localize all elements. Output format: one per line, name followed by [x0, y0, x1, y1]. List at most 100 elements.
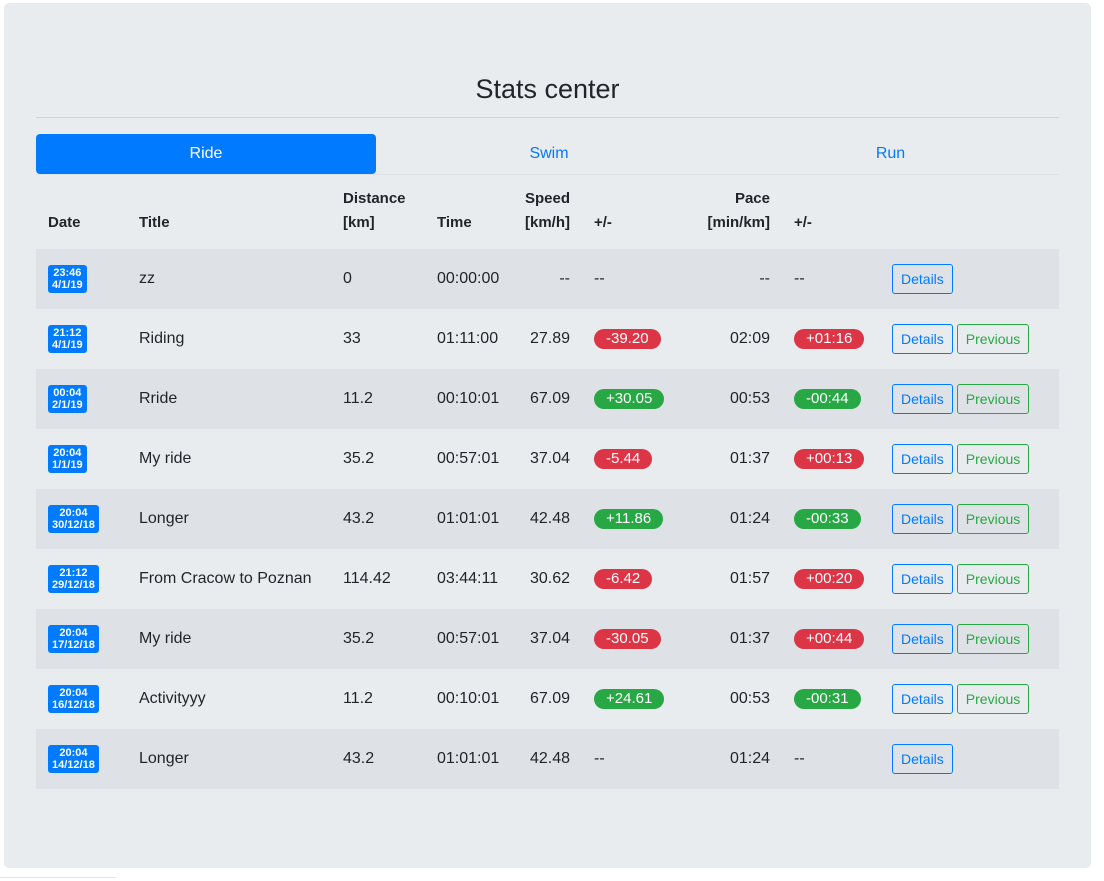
distance-cell: 0 — [343, 270, 352, 287]
tab-run[interactable]: Run — [875, 145, 906, 162]
speed-diff-cell: -39.20 — [582, 309, 687, 369]
table-row: 20:04 16/12/18 Activityyy 11.2 00:10:01 … — [36, 669, 1059, 729]
details-button[interactable]: Details — [892, 504, 953, 534]
time-cell: 03:44:11 — [437, 570, 499, 587]
speed-diff-cell: -6.42 — [582, 549, 687, 609]
speed-diff-badge: -5.44 — [594, 449, 653, 469]
date-badge: 21:12 29/12/18 — [48, 565, 99, 593]
pace-diff-badge: +00:13 — [794, 449, 865, 469]
tab-ride[interactable]: Ride — [36, 134, 376, 174]
date-badge-time: 21:12 — [53, 327, 82, 339]
time-cell: 00:57:01 — [437, 630, 500, 647]
actions-cell: Details Previous — [880, 609, 1059, 669]
header-pace: Pace [min/km] — [687, 179, 782, 249]
pace-cell: 01:37 — [729, 630, 770, 647]
date-badge-time: 23:46 — [53, 267, 82, 279]
pace-diff-badge: +00:44 — [794, 629, 865, 649]
date-cell: 20:04 1/1/19 — [36, 429, 127, 489]
time-cell: 01:01:01 — [437, 750, 500, 767]
actions-cell: Details Previous — [880, 669, 1059, 729]
pace-diff-cell: -- — [782, 249, 880, 309]
title-cell: Activityyy — [139, 690, 206, 707]
header-distance: Distance [km] — [331, 179, 425, 249]
date-badge-date: 1/1/19 — [52, 459, 83, 471]
speed-cell: 37.04 — [529, 450, 570, 467]
pace-diff-cell: +01:16 — [782, 309, 880, 369]
pace-cell: -- — [759, 270, 770, 287]
speed-cell: 30.62 — [529, 570, 570, 587]
pace-cell: 02:09 — [729, 330, 770, 347]
pace-diff-cell: -00:31 — [782, 669, 880, 729]
title-cell: My ride — [139, 450, 192, 467]
date-badge: 21:12 4/1/19 — [48, 325, 87, 353]
distance-cell: 11.2 — [343, 390, 373, 407]
table-row: 21:12 29/12/18 From Cracow to Poznan 114… — [36, 549, 1059, 609]
details-button[interactable]: Details — [892, 684, 953, 714]
distance-cell: 11.2 — [343, 690, 373, 707]
details-button[interactable]: Details — [892, 384, 953, 414]
distance-cell: 43.2 — [343, 510, 375, 527]
header-pace-diff: +/- — [794, 214, 812, 231]
actions-cell: Details Previous — [880, 429, 1059, 489]
date-badge-date: 4/1/19 — [52, 279, 83, 291]
header-date: Date — [48, 214, 81, 231]
previous-button[interactable]: Previous — [956, 324, 1030, 354]
stats-card: Stats center Ride Swim Run Date Title Di… — [4, 3, 1091, 868]
tab-swim[interactable]: Swim — [529, 145, 569, 162]
table-row: 21:12 4/1/19 Riding 33 01:11:00 27.89 -3… — [36, 309, 1059, 369]
bottom-edge — [0, 877, 116, 880]
pace-cell: 01:24 — [729, 510, 770, 527]
details-button[interactable]: Details — [892, 324, 953, 354]
date-badge-time: 20:04 — [53, 447, 82, 459]
date-badge: 20:04 1/1/19 — [48, 445, 87, 473]
time-cell: 01:11:00 — [437, 330, 499, 347]
details-button[interactable]: Details — [892, 744, 953, 774]
table-row: 20:04 14/12/18 Longer 43.2 01:01:01 42.4… — [36, 729, 1059, 789]
date-badge-date: 17/12/18 — [52, 639, 95, 651]
date-badge-time: 21:12 — [59, 567, 88, 579]
header-distance-unit: [km] — [343, 214, 375, 231]
speed-diff-cell: +24.61 — [582, 669, 687, 729]
speed-cell: 67.09 — [529, 690, 570, 707]
previous-button[interactable]: Previous — [956, 504, 1030, 534]
time-cell: 00:00:00 — [437, 270, 500, 287]
sport-tabs: Ride Swim Run — [36, 134, 1059, 174]
time-cell: 00:57:01 — [437, 450, 500, 467]
pace-diff-cell: -- — [782, 729, 880, 789]
details-button[interactable]: Details — [892, 624, 953, 654]
speed-cell: 27.89 — [529, 330, 570, 347]
previous-button[interactable]: Previous — [956, 444, 1030, 474]
details-button[interactable]: Details — [892, 264, 953, 294]
header-distance-label: Distance — [343, 190, 406, 207]
pace-diff-badge: -00:33 — [794, 509, 861, 529]
speed-diff-text: -- — [594, 270, 605, 287]
speed-diff-badge: +11.86 — [594, 509, 664, 529]
speed-diff-cell: -30.05 — [582, 609, 687, 669]
header-actions — [880, 179, 1059, 249]
header-speed-diff: +/- — [594, 214, 612, 231]
date-badge-date: 14/12/18 — [52, 759, 95, 771]
distance-cell: 43.2 — [343, 750, 375, 767]
previous-button[interactable]: Previous — [956, 624, 1030, 654]
pace-diff-badge: -00:44 — [794, 389, 861, 409]
actions-cell: Details — [880, 729, 1059, 789]
header-title: Title — [139, 214, 170, 231]
details-button[interactable]: Details — [892, 444, 953, 474]
previous-button[interactable]: Previous — [956, 384, 1030, 414]
speed-diff-cell: -- — [582, 729, 687, 789]
previous-button[interactable]: Previous — [956, 684, 1030, 714]
time-cell: 00:10:01 — [437, 390, 500, 407]
previous-button[interactable]: Previous — [956, 564, 1030, 594]
details-button[interactable]: Details — [892, 564, 953, 594]
pace-diff-badge: +01:16 — [794, 329, 865, 349]
pace-diff-cell: -00:33 — [782, 489, 880, 549]
pace-cell: 01:57 — [729, 570, 770, 587]
date-badge-time: 20:04 — [59, 507, 88, 519]
title-divider — [36, 117, 1059, 118]
speed-cell: 37.04 — [529, 630, 570, 647]
header-pace-unit: [min/km] — [707, 214, 770, 231]
pace-diff-cell: -00:44 — [782, 369, 880, 429]
speed-cell: 42.48 — [529, 750, 570, 767]
pace-diff-cell: +00:13 — [782, 429, 880, 489]
speed-cell: 67.09 — [529, 390, 570, 407]
